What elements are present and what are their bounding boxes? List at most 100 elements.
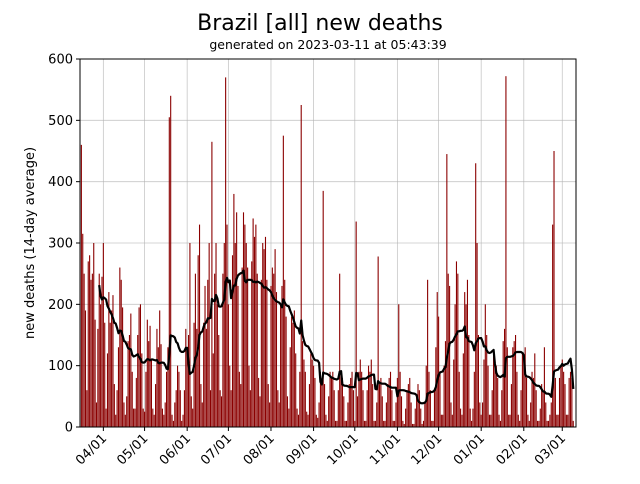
bar — [171, 414, 173, 427]
bar — [233, 193, 235, 427]
bar — [201, 402, 203, 427]
bar — [328, 396, 330, 427]
bar — [421, 423, 423, 427]
bar — [494, 359, 496, 427]
bar — [311, 359, 313, 427]
bar — [530, 402, 532, 427]
bar — [560, 365, 562, 427]
y-tick-label: 600 — [48, 53, 73, 68]
chart-subtitle: generated on 2023-03-11 at 05:43:39 — [209, 37, 446, 52]
bar — [245, 243, 247, 427]
bar — [487, 365, 489, 427]
bar — [292, 322, 294, 427]
bar — [534, 353, 536, 427]
bar — [122, 307, 124, 427]
bar — [236, 212, 238, 427]
y-tick-label: 300 — [48, 237, 73, 252]
bar — [321, 377, 323, 427]
bar — [194, 273, 196, 427]
bar — [82, 233, 84, 427]
bar — [442, 414, 444, 427]
bar — [137, 335, 139, 427]
y-axis-label: new deaths (14-day average) — [23, 147, 38, 339]
bar — [189, 243, 191, 427]
bar — [398, 304, 400, 427]
bar — [558, 377, 561, 427]
bar — [480, 414, 482, 427]
bar — [354, 420, 356, 427]
bar — [135, 377, 137, 427]
bar — [394, 420, 396, 427]
bar — [281, 285, 283, 427]
bar — [476, 243, 478, 427]
bar — [142, 408, 144, 427]
bar — [234, 243, 236, 427]
bar — [343, 396, 345, 427]
bar — [223, 243, 225, 427]
bar — [449, 285, 451, 427]
bar — [550, 402, 552, 427]
bar — [209, 390, 212, 427]
bar — [207, 279, 209, 427]
bar — [339, 273, 341, 427]
bar — [508, 414, 510, 427]
bar — [553, 151, 555, 427]
bar — [87, 261, 89, 427]
bar — [571, 377, 573, 427]
bar — [153, 414, 155, 427]
bar — [274, 249, 276, 427]
bar — [182, 414, 184, 427]
y-tick-label: 500 — [48, 114, 73, 129]
bar — [179, 390, 181, 427]
bar — [561, 359, 563, 427]
bar — [139, 304, 142, 427]
bar — [501, 390, 503, 427]
bar — [370, 359, 372, 427]
bar — [396, 377, 398, 427]
bar — [260, 279, 262, 427]
bar — [177, 365, 179, 427]
bar — [131, 371, 133, 427]
bar — [183, 390, 185, 427]
bar — [521, 353, 523, 427]
bar — [130, 313, 132, 427]
bar — [517, 414, 519, 427]
bar — [418, 390, 420, 427]
bar — [483, 359, 485, 427]
bar — [218, 335, 220, 427]
y-tick-label: 100 — [48, 359, 73, 374]
bar — [549, 414, 551, 427]
bar — [479, 402, 481, 427]
bar — [340, 371, 342, 427]
bar — [536, 420, 539, 427]
bar — [161, 408, 163, 427]
bar — [238, 371, 240, 427]
bar — [410, 402, 412, 427]
bar — [211, 141, 213, 428]
bar — [90, 279, 92, 427]
chart-title: Brazil [all] new deaths — [197, 11, 443, 36]
bar — [341, 377, 343, 427]
bar — [438, 316, 440, 427]
bar — [523, 359, 525, 427]
bar — [280, 304, 282, 427]
bar — [389, 371, 392, 427]
bar — [403, 423, 405, 427]
bar — [482, 402, 484, 427]
bar — [133, 408, 135, 427]
bar — [362, 390, 364, 427]
bar — [220, 396, 223, 427]
bar — [424, 402, 426, 427]
bar — [446, 154, 448, 428]
bar — [497, 377, 499, 427]
bar — [259, 396, 261, 427]
bar — [336, 420, 338, 427]
bar — [302, 341, 304, 427]
bar — [374, 420, 376, 427]
bar — [278, 402, 280, 427]
bar — [146, 319, 148, 427]
bar — [314, 377, 316, 427]
bar — [181, 420, 183, 427]
y-tick-label: 0 — [65, 421, 73, 436]
